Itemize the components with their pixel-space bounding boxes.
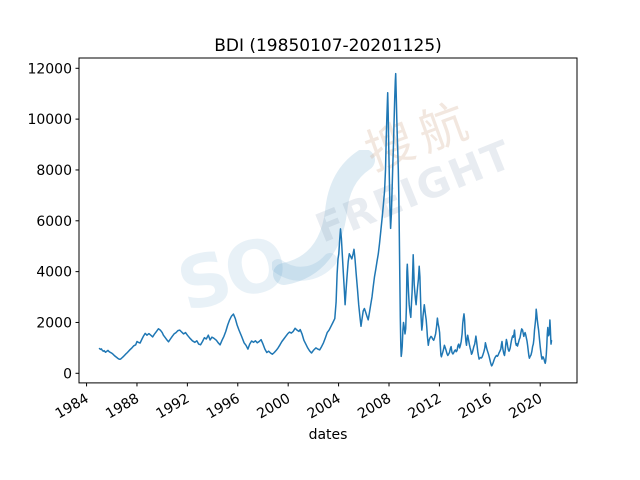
x-tick-label: 2008: [355, 391, 394, 423]
x-tick-label: 1984: [53, 391, 92, 423]
x-tick-label: 2012: [406, 391, 445, 423]
bdi-series-line: [98, 72, 553, 367]
x-tick-label: 1992: [154, 391, 193, 423]
y-tick-label: 6000: [36, 214, 72, 230]
x-tick-label: 1988: [103, 391, 142, 423]
x-tick-label: 2004: [305, 391, 344, 423]
chart-title: BDI (19850107-20201125): [214, 36, 442, 56]
y-tick-label: 0: [63, 366, 72, 382]
x-axis-label: dates: [308, 427, 348, 443]
x-tick-label: 2020: [506, 391, 545, 423]
y-tick-label: 2000: [36, 315, 72, 331]
x-tick-label: 2000: [254, 391, 293, 423]
x-tick-label: 2016: [456, 391, 495, 423]
y-tick-label: 12000: [27, 61, 72, 77]
x-tick-label: 1996: [204, 391, 243, 423]
y-tick-label: 8000: [36, 163, 72, 179]
y-tick-label: 10000: [27, 112, 72, 128]
y-tick-label: 4000: [36, 265, 72, 281]
